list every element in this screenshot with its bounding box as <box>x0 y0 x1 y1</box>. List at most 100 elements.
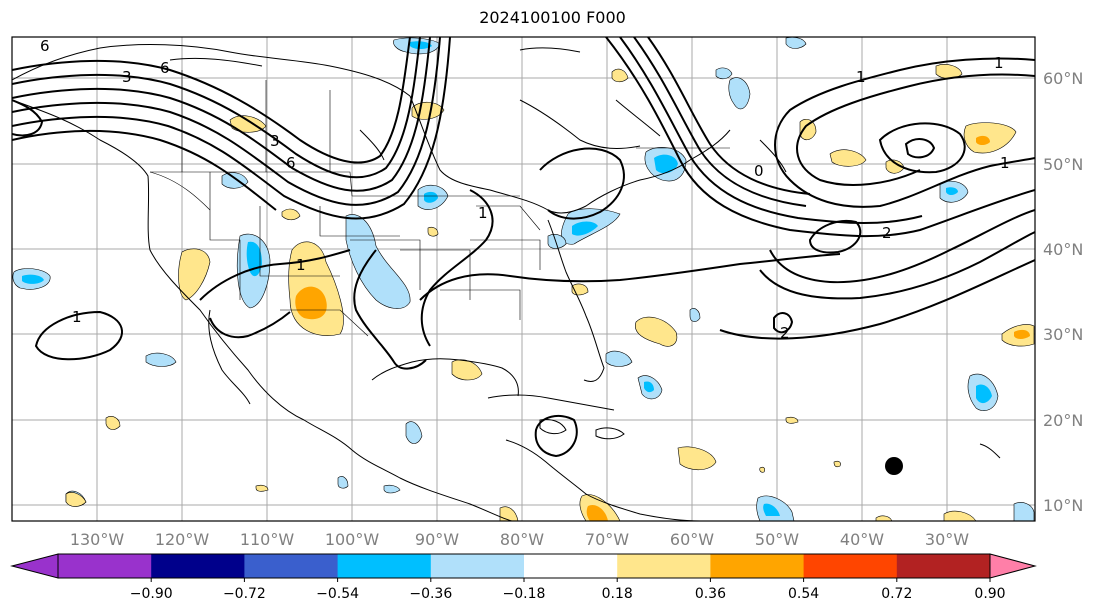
lon-label: 90°W <box>415 530 459 549</box>
contour-line <box>12 37 451 220</box>
contour-line <box>808 220 862 254</box>
colorbar-segment <box>58 554 152 578</box>
border <box>400 249 471 300</box>
colorbar-segment <box>430 554 525 578</box>
anomaly-patch <box>178 248 211 301</box>
anomaly-fill-layer <box>12 37 1035 521</box>
contour-line <box>34 310 123 361</box>
anomaly-patch <box>875 515 893 521</box>
coastline <box>519 47 581 53</box>
coastline <box>759 139 787 173</box>
contour-label: 1 <box>994 54 1004 72</box>
colorbar-tick-label: 0.54 <box>788 586 819 602</box>
colorbar-segment <box>337 554 432 578</box>
contour-label: 3 <box>270 132 280 150</box>
anomaly-patch <box>785 416 799 424</box>
anomaly-patch <box>572 221 598 236</box>
contour-line <box>774 57 1035 208</box>
anomaly-patch <box>763 503 780 516</box>
anomaly-patch <box>547 234 567 249</box>
lon-label: 70°W <box>585 530 629 549</box>
coastline <box>359 129 385 161</box>
lat-label: 10°N <box>1043 496 1083 515</box>
contour-line <box>539 147 625 220</box>
anomaly-patch <box>105 416 121 430</box>
colorbar-over-extend <box>989 553 1037 579</box>
anomaly-patch <box>255 484 269 492</box>
contour-line <box>769 209 1035 284</box>
lat-label: 30°N <box>1043 325 1083 344</box>
colorbar-tick-label: −0.54 <box>316 586 359 602</box>
coastline <box>547 219 605 382</box>
location-marker <box>885 457 903 475</box>
contour-line <box>12 37 421 179</box>
contour-line <box>12 37 441 206</box>
contour-line <box>759 231 1035 300</box>
contour-line <box>619 37 923 224</box>
contour-label: 6 <box>160 59 170 77</box>
map-frame <box>11 36 1036 522</box>
border <box>280 309 369 337</box>
map-title: 2024100100 F000 <box>479 8 626 27</box>
coastline <box>12 99 513 521</box>
border <box>150 171 520 197</box>
anomaly-patch <box>677 446 717 471</box>
contour-line <box>878 122 966 174</box>
anomaly-patch <box>833 460 841 468</box>
contour-line <box>419 253 841 301</box>
lon-label: 80°W <box>500 530 544 549</box>
coastline <box>539 419 567 435</box>
colorbar-under-extend <box>10 553 59 579</box>
anomaly-patch <box>410 41 432 49</box>
anomaly-patch <box>963 122 1017 154</box>
colorbar-tick-label: −0.72 <box>223 586 266 602</box>
contour-line <box>12 99 44 137</box>
colorbar-tick-label: 0.18 <box>602 586 633 602</box>
contour-label: 1 <box>1000 154 1010 172</box>
contour-line <box>633 37 807 207</box>
contour-label: 1 <box>72 308 82 326</box>
longitude-labels: 130°W 120°W 110°W 100°W 90°W 80°W 70°W 6… <box>70 530 969 549</box>
anomaly-patch <box>281 208 301 221</box>
coastline <box>487 394 615 411</box>
border <box>319 206 400 237</box>
anomaly-patch <box>383 484 401 494</box>
contour-line <box>209 311 291 339</box>
map-panel <box>12 37 1035 521</box>
contour-line <box>12 37 411 164</box>
coastline <box>169 57 263 67</box>
coastline <box>595 427 625 440</box>
contour-line <box>719 259 1035 340</box>
anomaly-patch <box>946 187 958 195</box>
latitude-labels: 60°N 50°N 40°N 30°N 20°N 10°N <box>1043 69 1083 515</box>
colorbar-tick-label: 0.72 <box>881 586 912 602</box>
anomaly-patch <box>1013 502 1035 521</box>
anomaly-patch <box>586 504 608 521</box>
coastline <box>409 95 731 214</box>
contour-line <box>353 249 427 370</box>
coastline <box>979 443 1001 459</box>
anomaly-patch <box>635 316 678 347</box>
anomaly-patch <box>295 286 327 320</box>
contour-label: 1 <box>478 204 488 222</box>
contour-line <box>12 129 277 211</box>
anomaly-patch <box>611 68 629 83</box>
colorbar-tick-label: 0.90 <box>974 586 1005 602</box>
border <box>209 172 241 300</box>
contour-label: 0 <box>754 162 764 180</box>
colorbar-tick-label: −0.90 <box>130 586 173 602</box>
lat-label: 60°N <box>1043 69 1083 88</box>
anomaly-patch <box>644 381 654 393</box>
lon-label: 40°W <box>840 530 884 549</box>
gridlines <box>12 37 1035 521</box>
lon-label: 100°W <box>325 530 380 549</box>
anomaly-patch <box>976 384 992 404</box>
contour-line <box>534 414 578 458</box>
colorbar-segment <box>151 554 245 578</box>
contour-line <box>773 312 794 334</box>
contour-label: 3 <box>122 68 132 86</box>
contour-line <box>199 249 351 301</box>
coastline <box>505 439 701 521</box>
anomaly-patch <box>427 226 439 237</box>
